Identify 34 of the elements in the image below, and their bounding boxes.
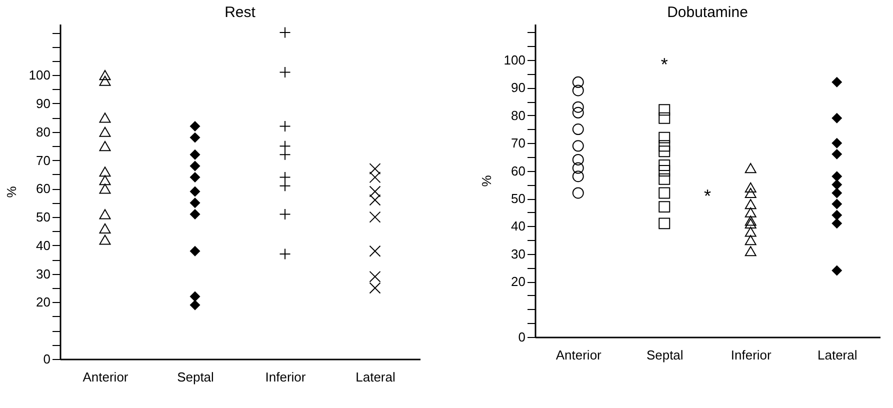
y-tick-label: 30 (36, 266, 50, 282)
y-tick-label: 40 (36, 238, 50, 253)
x-tick-label: Septal (646, 348, 684, 362)
y-tick-label: 40 (511, 218, 526, 234)
x-tick-label: Anterior (82, 370, 129, 384)
y-tick-label: 80 (36, 124, 50, 140)
x-tick-label: Inferior (730, 348, 772, 362)
x-tick-label: Inferior (265, 370, 306, 384)
x-tick-label: Anterior (556, 348, 602, 362)
y-tick-label: 50 (511, 191, 526, 206)
annotation: * (660, 54, 668, 75)
x-tick-label: Septal (177, 370, 214, 384)
y-tick-label: 50 (36, 210, 50, 225)
y-tick-label: 100 (28, 68, 50, 83)
annotation: * (704, 186, 712, 206)
x-tick-label: Lateral (818, 348, 858, 362)
chart-title: Dobutamine (667, 4, 748, 21)
chart-title: Rest (224, 4, 256, 21)
y-tick-label: 0 (518, 330, 526, 344)
y-tick-label: 30 (511, 246, 526, 262)
y-tick-label: 20 (36, 294, 50, 310)
y-tick-label: 60 (511, 163, 526, 178)
y-tick-label: 90 (511, 80, 526, 96)
y-axis-title: % (4, 186, 19, 198)
y-tick-label: 80 (511, 108, 526, 123)
y-tick-label: 0 (43, 352, 50, 366)
y-tick-label: 90 (36, 96, 50, 111)
x-tick-label: Lateral (356, 370, 396, 384)
y-tick-label: 70 (36, 152, 50, 168)
y-tick-label: 20 (511, 274, 526, 290)
y-tick-label: 100 (504, 52, 526, 68)
y-tick-label: 70 (511, 136, 526, 151)
y-axis-title: % (478, 174, 494, 187)
y-tick-label: 60 (36, 181, 50, 196)
